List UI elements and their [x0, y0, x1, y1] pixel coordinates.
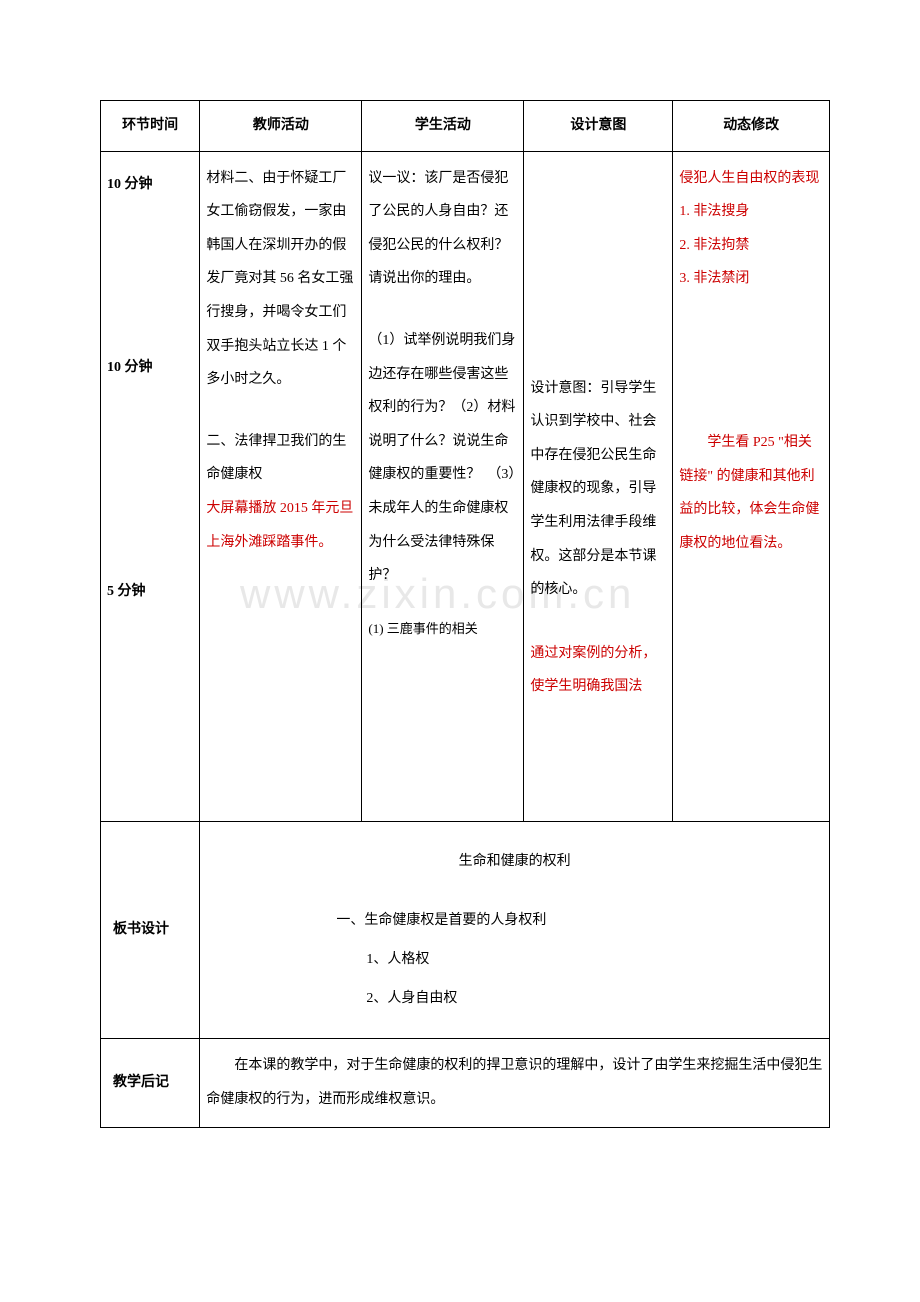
intent-cell: 设计意图：引导学生认识到学校中、社会中存在侵犯公民生命健康权的现象，引导学生利用… — [524, 151, 673, 821]
time-3: 5 分钟 — [107, 575, 193, 609]
board-sub2: 2、人身自由权 — [366, 979, 793, 1018]
revise-cell: 侵犯人生自由权的表现 1. 非法搜身 2. 非法拘禁 3. 非法禁闭 学生看 P… — [673, 151, 830, 821]
time-1: 10 分钟 — [107, 168, 193, 202]
revise-p1: 侵犯人生自由权的表现 — [679, 162, 823, 196]
board-sub1: 1、人格权 — [366, 940, 793, 979]
student-p3: (1) 三鹿事件的相关 — [368, 613, 517, 644]
time-2: 10 分钟 — [107, 351, 193, 385]
student-p2: （1）试举例说明我们身边还存在哪些侵害这些权利的行为？（2）材料说明了什么？说说… — [368, 324, 517, 593]
postnote-content: 在本课的教学中，对于生命健康的权利的捍卫意识的理解中，设计了由学生来挖掘生活中侵… — [206, 1049, 823, 1116]
header-intent: 设计意图 — [524, 101, 673, 152]
content-row: 10 分钟 10 分钟 5 分钟 材料二、由于怀疑工厂女工偷窃假发，一家由韩国人… — [101, 151, 830, 821]
teacher-p3: 大屏幕播放 2015 年元旦上海外滩踩踏事件。 — [206, 492, 355, 559]
time-cell: 10 分钟 10 分钟 5 分钟 — [101, 151, 200, 821]
board-row: 板书设计 生命和健康的权利 一、生命健康权是首要的人身权利 1、人格权 2、人身… — [101, 821, 830, 1039]
board-title: 生命和健康的权利 — [236, 842, 793, 881]
board-label: 板书设计 — [101, 821, 200, 1039]
student-p1: 议一议：该厂是否侵犯了公民的人身自由？还侵犯公民的什么权利？请说出你的理由。 — [368, 162, 517, 296]
postnote-row: 教学后记 在本课的教学中，对于生命健康的权利的捍卫意识的理解中，设计了由学生来挖… — [101, 1039, 830, 1127]
intent-p2: 通过对案例的分析，使学生明确我国法 — [530, 637, 666, 704]
table-header-row: 环节时间 教师活动 学生活动 设计意图 动态修改 — [101, 101, 830, 152]
board-cell: 生命和健康的权利 一、生命健康权是首要的人身权利 1、人格权 2、人身自由权 — [200, 821, 830, 1039]
teacher-p1: 材料二、由于怀疑工厂女工偷窃假发，一家由韩国人在深圳开办的假发厂竟对其 56 名… — [206, 162, 355, 397]
header-revise: 动态修改 — [673, 101, 830, 152]
revise-p5: 学生看 P25 "相关链接" 的健康和其他利益的比较，体会生命健康权的地位看法。 — [679, 426, 823, 560]
header-time: 环节时间 — [101, 101, 200, 152]
postnote-cell: 在本课的教学中，对于生命健康的权利的捍卫意识的理解中，设计了由学生来挖掘生活中侵… — [200, 1039, 830, 1127]
lesson-table: 环节时间 教师活动 学生活动 设计意图 动态修改 10 分钟 10 分钟 5 分… — [100, 100, 830, 1128]
revise-p4: 3. 非法禁闭 — [679, 262, 823, 296]
teacher-p2: 二、法律捍卫我们的生命健康权 — [206, 425, 355, 492]
header-teacher: 教师活动 — [200, 101, 362, 152]
teacher-cell: 材料二、由于怀疑工厂女工偷窃假发，一家由韩国人在深圳开办的假发厂竟对其 56 名… — [200, 151, 362, 821]
student-cell: 议一议：该厂是否侵犯了公民的人身自由？还侵犯公民的什么权利？请说出你的理由。 （… — [362, 151, 524, 821]
intent-p1: 设计意图：引导学生认识到学校中、社会中存在侵犯公民生命健康权的现象，引导学生利用… — [530, 372, 666, 607]
header-student: 学生活动 — [362, 101, 524, 152]
board-line1: 一、生命健康权是首要的人身权利 — [336, 901, 793, 940]
revise-p3: 2. 非法拘禁 — [679, 229, 823, 263]
postnote-label: 教学后记 — [101, 1039, 200, 1127]
revise-p2: 1. 非法搜身 — [679, 195, 823, 229]
